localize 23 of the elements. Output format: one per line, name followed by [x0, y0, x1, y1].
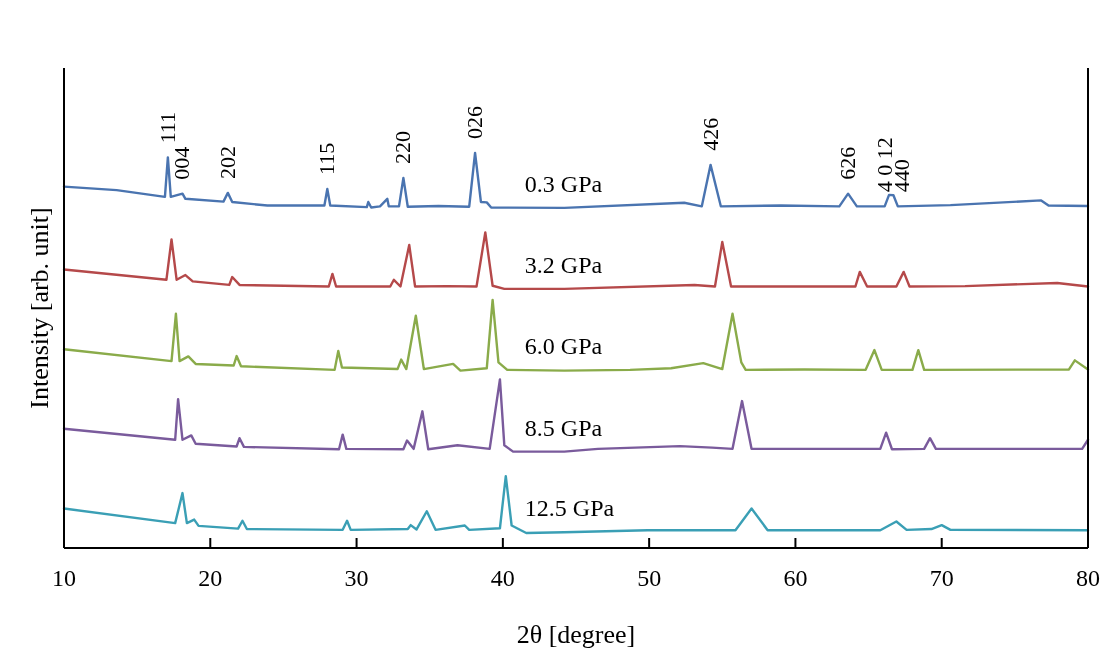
x-tick-label: 10: [52, 565, 76, 591]
x-tick-label: 80: [1076, 565, 1100, 591]
series-label: 8.5 GPa: [524, 414, 603, 441]
annotation: 202: [214, 145, 240, 179]
annotation: 111: [154, 111, 180, 144]
series-label: 0.3 GPa: [524, 170, 603, 197]
series-label: 6.0 GPa: [524, 333, 603, 360]
x-axis-title: 2θ [degree]: [516, 620, 636, 649]
series-label: 12.5 GPa: [524, 495, 615, 522]
x-tick-label: 20: [198, 565, 223, 591]
x-tick-label: 50: [637, 565, 662, 591]
x-tick-label: 40: [490, 565, 515, 591]
annotation: 426: [697, 117, 723, 151]
x-tick-label: 30: [344, 565, 369, 591]
annotation: 026: [462, 106, 488, 139]
y-axis-title: Intensity [arb. unit]: [25, 207, 54, 409]
series-label: 3.2 GPa: [524, 251, 603, 278]
annotation: 220: [390, 130, 416, 164]
x-tick-label: 60: [783, 565, 808, 591]
annotation: 626: [835, 146, 861, 180]
annotation: 004: [169, 146, 195, 180]
annotation: 115: [314, 142, 340, 175]
x-tick-label: 70: [929, 565, 954, 591]
